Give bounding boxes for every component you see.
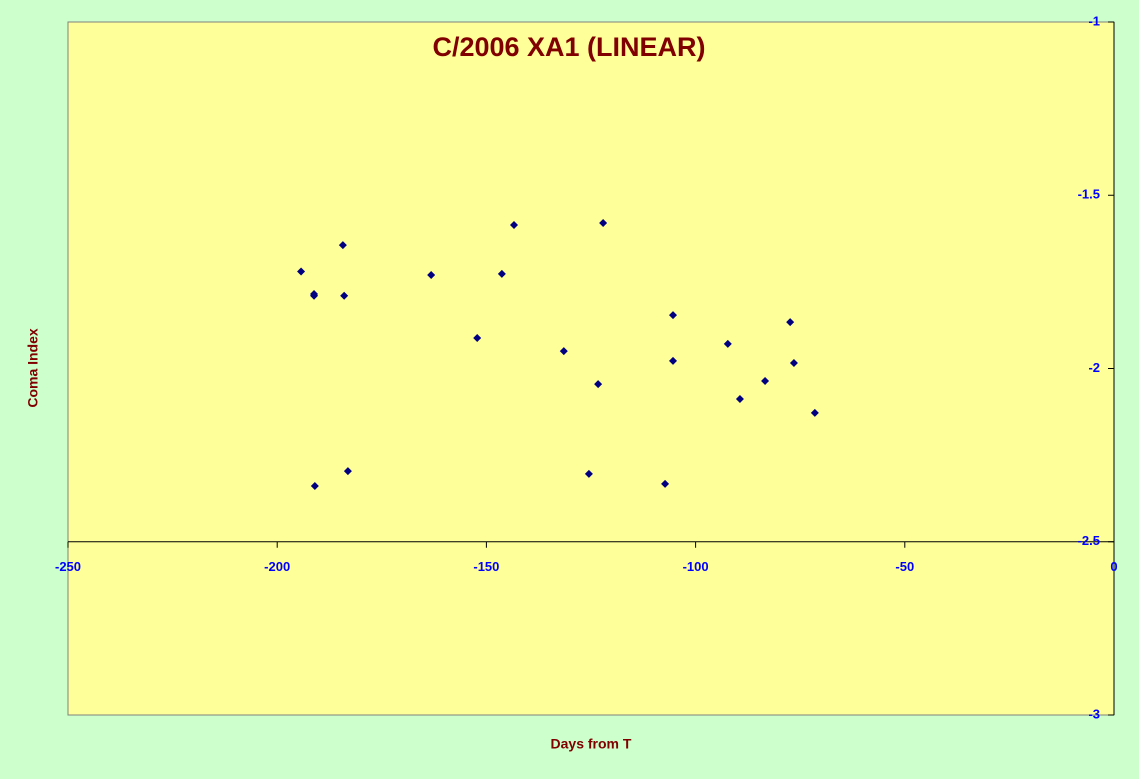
- data-point: [310, 481, 319, 490]
- x-tick-label: -100: [683, 559, 709, 574]
- data-point: [497, 269, 506, 278]
- y-tick-label: -1: [1088, 13, 1100, 28]
- data-point: [340, 291, 349, 300]
- data-point: [338, 241, 347, 250]
- data-point: [669, 356, 678, 365]
- data-point: [473, 334, 482, 343]
- data-point: [343, 467, 352, 476]
- data-point: [559, 347, 568, 356]
- data-point: [723, 339, 732, 348]
- data-point: [669, 311, 678, 320]
- y-tick-label: -3: [1088, 706, 1100, 721]
- data-point: [786, 318, 795, 327]
- data-point: [761, 376, 770, 385]
- data-point: [789, 358, 798, 367]
- chart-title: C/2006 XA1 (LINEAR): [432, 32, 705, 62]
- y-tick-label: -2.5: [1078, 533, 1100, 548]
- data-point: [584, 469, 593, 478]
- data-point: [310, 291, 319, 300]
- x-tick-label: -50: [895, 559, 914, 574]
- x-axis-label: Days from T: [551, 736, 632, 752]
- data-point: [599, 218, 608, 227]
- y-tick-label: -2: [1088, 360, 1100, 375]
- data-point: [810, 408, 819, 417]
- y-axis-label: Coma Index: [25, 328, 41, 408]
- plot-area: [67, 21, 1115, 716]
- data-point: [510, 221, 519, 230]
- x-tick-label: 0: [1110, 559, 1117, 574]
- x-tick-label: -250: [55, 559, 81, 574]
- data-point: [297, 267, 306, 276]
- data-point: [661, 479, 670, 488]
- x-tick-label: -200: [264, 559, 290, 574]
- data-point: [594, 380, 603, 389]
- x-tick-label: -150: [473, 559, 499, 574]
- data-point: [427, 270, 436, 279]
- y-tick-label: -1.5: [1078, 187, 1100, 202]
- data-point: [735, 394, 744, 403]
